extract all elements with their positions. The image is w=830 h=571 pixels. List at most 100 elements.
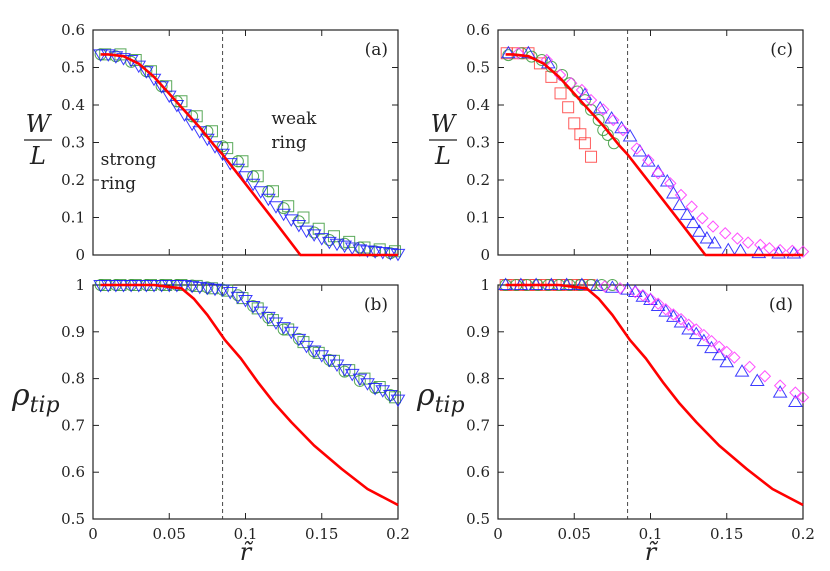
y-axis-label: ρtip xyxy=(416,378,465,418)
data-point-diamond xyxy=(664,177,677,190)
series-triangle-up xyxy=(500,45,802,259)
data-point-diamond xyxy=(607,113,620,127)
data-point-diamond xyxy=(685,200,698,213)
panel-label: (b) xyxy=(364,295,388,315)
data-point-circle xyxy=(384,247,397,260)
data-point-triangle-up xyxy=(707,235,722,249)
data-point-triangle-up xyxy=(704,340,719,354)
y-tick-label: 0 xyxy=(75,246,85,264)
y-tick-label: 0.1 xyxy=(61,209,85,227)
y-axis-label-denominator: L xyxy=(434,142,451,170)
panel-label: (d) xyxy=(769,295,793,315)
data-point-triangle-up xyxy=(665,309,681,322)
data-point-triangle-up xyxy=(577,87,593,100)
data-point-triangle-down xyxy=(207,141,223,154)
data-point-diamond xyxy=(651,167,665,180)
y-axis-label-main: ρ xyxy=(416,378,435,413)
y-tick-label: 0.8 xyxy=(466,370,490,388)
data-point-circle xyxy=(592,114,605,126)
data-point-triangle-down xyxy=(291,333,307,347)
data-point-triangle-down xyxy=(283,326,299,340)
data-point-circle xyxy=(277,202,290,215)
panel-c: 0 0.1 0.2 0.3 0.4 0.5 0.6 (c) WL xyxy=(429,21,810,285)
data-point-triangle-down xyxy=(268,317,284,330)
y-tick-label: 0.7 xyxy=(61,416,85,434)
region-annotation: ring xyxy=(271,133,307,153)
data-point-circle xyxy=(369,245,382,258)
y-axis-label-sub: tip xyxy=(435,393,465,418)
data-point-triangle-down xyxy=(314,350,330,363)
data-point-circle xyxy=(292,332,305,345)
data-point-triangle-up xyxy=(500,45,516,59)
data-point-triangle-up xyxy=(665,186,681,199)
data-point-diamond xyxy=(644,292,657,306)
data-point-square xyxy=(312,346,325,359)
y-tick-label: 0.6 xyxy=(61,463,85,481)
y-tick-label: 0.5 xyxy=(466,59,490,77)
data-point-diamond xyxy=(674,312,688,326)
x-tick-label: 0.05 xyxy=(558,525,591,543)
data-point-triangle-down xyxy=(230,291,246,305)
panel-b: 0 0.05 0.1 0.15 0.2 0.5 0.6 0.7 0.8 0.9 1 (b) ρtip r̃ xyxy=(11,276,410,566)
data-point-circle xyxy=(247,300,260,313)
data-point-square xyxy=(312,222,325,235)
data-point-triangle-down xyxy=(276,322,292,335)
data-point-triangle-up xyxy=(632,144,648,157)
y-axis-label-numerator: W xyxy=(431,110,458,138)
y-tick-label: 0 xyxy=(480,246,490,264)
data-point-diamond xyxy=(754,238,767,252)
data-point-square xyxy=(578,137,591,150)
data-point-triangle-down xyxy=(306,345,322,359)
data-point-diamond xyxy=(796,245,810,258)
data-point-circle xyxy=(186,110,199,123)
y-tick-label: 1 xyxy=(75,276,85,294)
data-point-triangle-up xyxy=(691,224,707,237)
data-point-triangle-up xyxy=(711,347,727,361)
data-point-circle xyxy=(277,323,290,336)
data-point-triangle-up xyxy=(559,277,575,290)
data-point-diamond xyxy=(712,340,726,353)
data-point-diamond xyxy=(630,142,643,155)
y-tick-label: 0.8 xyxy=(61,370,85,388)
data-point-diamond xyxy=(674,188,688,202)
data-point-diamond xyxy=(598,280,611,293)
y-tick-label: 0.6 xyxy=(466,463,490,481)
data-point-triangle-up xyxy=(574,277,590,290)
data-point-triangle-up xyxy=(772,385,788,398)
data-point-diamond xyxy=(584,93,598,107)
y-axis-label-sub: tip xyxy=(30,393,60,418)
data-point-circle xyxy=(140,65,153,78)
series-triangle-up xyxy=(498,277,803,407)
data-point-square xyxy=(282,323,295,336)
data-point-triangle-up xyxy=(771,246,786,259)
data-point-triangle-down xyxy=(245,178,261,192)
data-point-square xyxy=(554,87,567,100)
y-axis-label-numerator: W xyxy=(26,110,53,138)
data-point-diamond xyxy=(613,282,627,295)
data-point-triangle-down xyxy=(337,364,353,377)
y-tick-label: 0.6 xyxy=(61,21,85,39)
data-point-triangle-up xyxy=(786,246,802,259)
data-point-triangle-up xyxy=(658,304,674,317)
y-tick-label: 0.1 xyxy=(466,209,490,227)
data-point-diamond xyxy=(629,285,642,299)
data-point-triangle-up xyxy=(614,120,629,134)
data-point-diamond xyxy=(512,47,525,60)
y-tick-label: 0.4 xyxy=(61,96,85,114)
data-point-diamond xyxy=(690,323,703,336)
data-point-square xyxy=(144,65,157,78)
data-point-triangle-down xyxy=(360,245,375,258)
data-point-diamond xyxy=(651,297,665,310)
panel-d: 0 0.05 0.1 0.15 0.2 0.5 0.6 0.7 0.8 0.9 1 (d) ρtip r̃ xyxy=(416,276,815,566)
data-point-circle xyxy=(231,155,244,168)
data-point-triangle-up xyxy=(620,282,636,295)
data-point-triangle-down xyxy=(329,359,345,373)
data-point-diamond xyxy=(741,236,755,249)
data-point-square xyxy=(327,230,340,243)
y-tick-label: 0.9 xyxy=(466,323,490,341)
data-point-triangle-down xyxy=(253,186,269,199)
data-point-triangle-up xyxy=(751,245,767,259)
data-point-diamond xyxy=(743,360,756,374)
data-point-triangle-down xyxy=(169,280,185,293)
